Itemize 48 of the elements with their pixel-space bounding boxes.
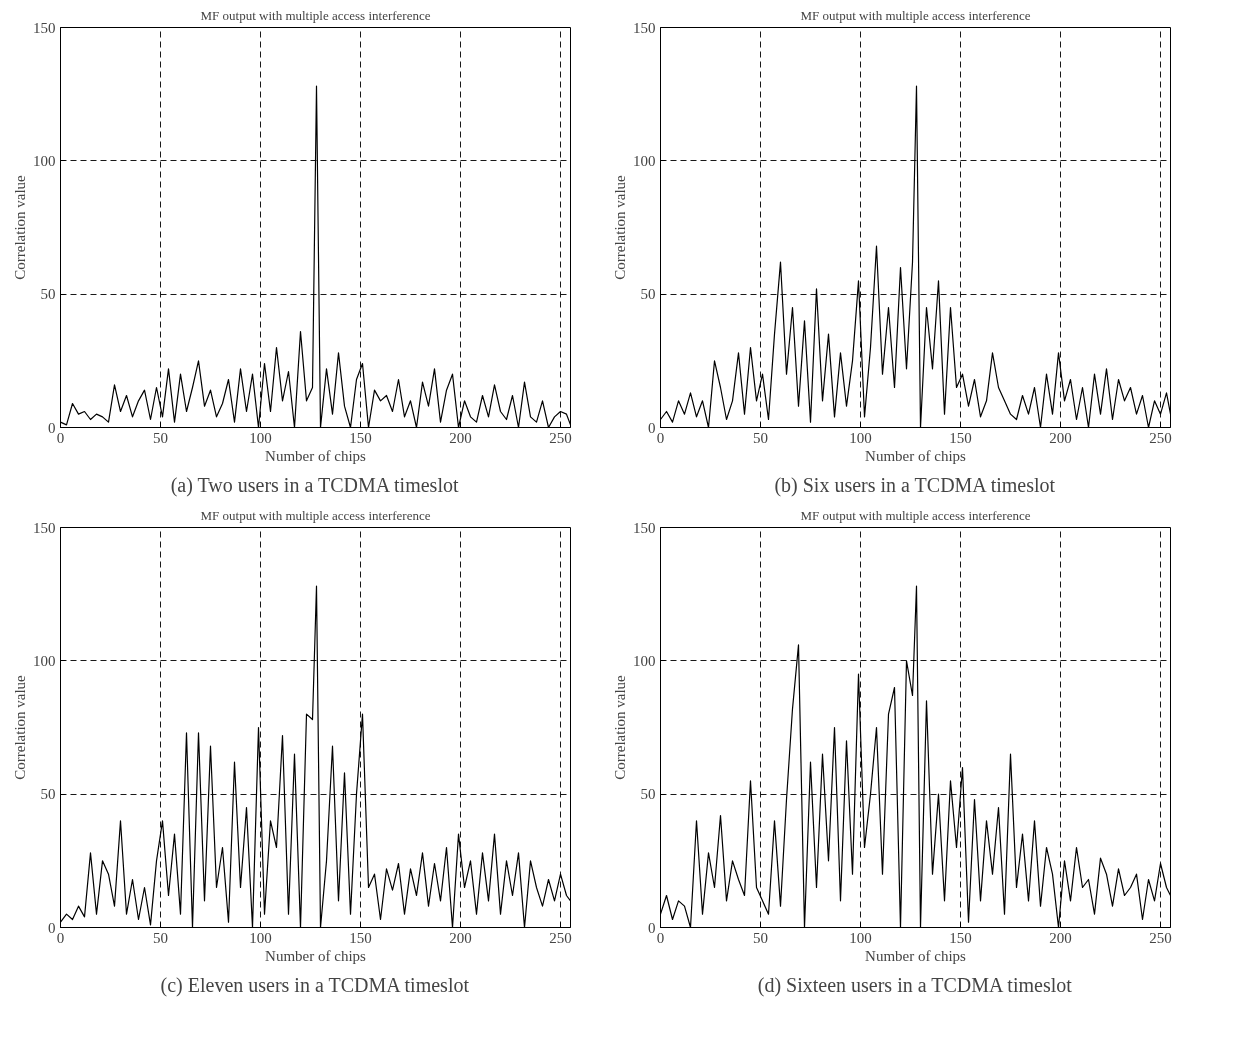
x-tick-label: 150	[349, 429, 372, 446]
x-tick-label: 100	[249, 429, 272, 446]
x-tick-label: 200	[449, 929, 472, 946]
y-tick-label: 150	[33, 19, 56, 36]
chart-title: MF output with multiple access interference	[800, 507, 1031, 523]
text: (d) Sixteen users in a TCDMA timeslot	[757, 973, 1073, 997]
x-tick-label: 250	[549, 929, 572, 946]
x-tick-label: 100	[849, 929, 872, 946]
y-axis-title: Correlation value	[12, 174, 28, 280]
y-tick-label: 50	[640, 786, 656, 803]
y-axis-title: Correlation value	[612, 174, 628, 280]
chart-title: MF output with multiple access interference	[200, 507, 431, 523]
chart-title: MF output with multiple access interference	[800, 7, 1031, 23]
y-tick-label: 150	[633, 19, 656, 36]
x-tick-label: 250	[1149, 429, 1172, 446]
x-tick-label: 150	[349, 929, 372, 946]
y-tick-label: 100	[633, 152, 656, 169]
x-tick-label: 200	[1049, 429, 1072, 446]
x-tick-label: 50	[153, 429, 168, 446]
x-tick-label: 50	[153, 929, 168, 946]
x-tick-label: 100	[249, 929, 272, 946]
x-axis-title: Number of chips	[865, 447, 967, 464]
text: (c) Eleven users in a TCDMA timeslot	[160, 973, 470, 997]
y-tick-label: 100	[633, 652, 656, 669]
x-axis-title: Number of chips	[265, 447, 367, 464]
y-tick-label: 100	[33, 652, 56, 669]
y-tick-label: 150	[33, 519, 56, 536]
chart-title: MF output with multiple access interference	[200, 7, 431, 23]
y-axis-title: Correlation value	[612, 674, 628, 780]
y-axis-title: Correlation value	[12, 674, 28, 780]
x-tick-label: 50	[753, 929, 768, 946]
y-tick-label: 100	[33, 152, 56, 169]
y-tick-label: 50	[40, 286, 56, 303]
y-tick-label: 50	[640, 286, 656, 303]
x-tick-label: 150	[949, 429, 972, 446]
x-tick-label: 250	[549, 429, 572, 446]
y-tick-label: 150	[633, 519, 656, 536]
x-tick-label: 200	[1049, 929, 1072, 946]
text: (a) Two users in a TCDMA timeslot	[170, 473, 459, 497]
text: (b) Six users in a TCDMA timeslot	[774, 473, 1056, 497]
y-tick-label: 50	[40, 786, 56, 803]
x-axis-title: Number of chips	[865, 947, 967, 964]
x-tick-label: 250	[1149, 929, 1172, 946]
x-tick-label: 50	[753, 429, 768, 446]
x-tick-label: 100	[849, 429, 872, 446]
x-tick-label: 200	[449, 429, 472, 446]
x-tick-label: 150	[949, 929, 972, 946]
x-axis-title: Number of chips	[265, 947, 367, 964]
